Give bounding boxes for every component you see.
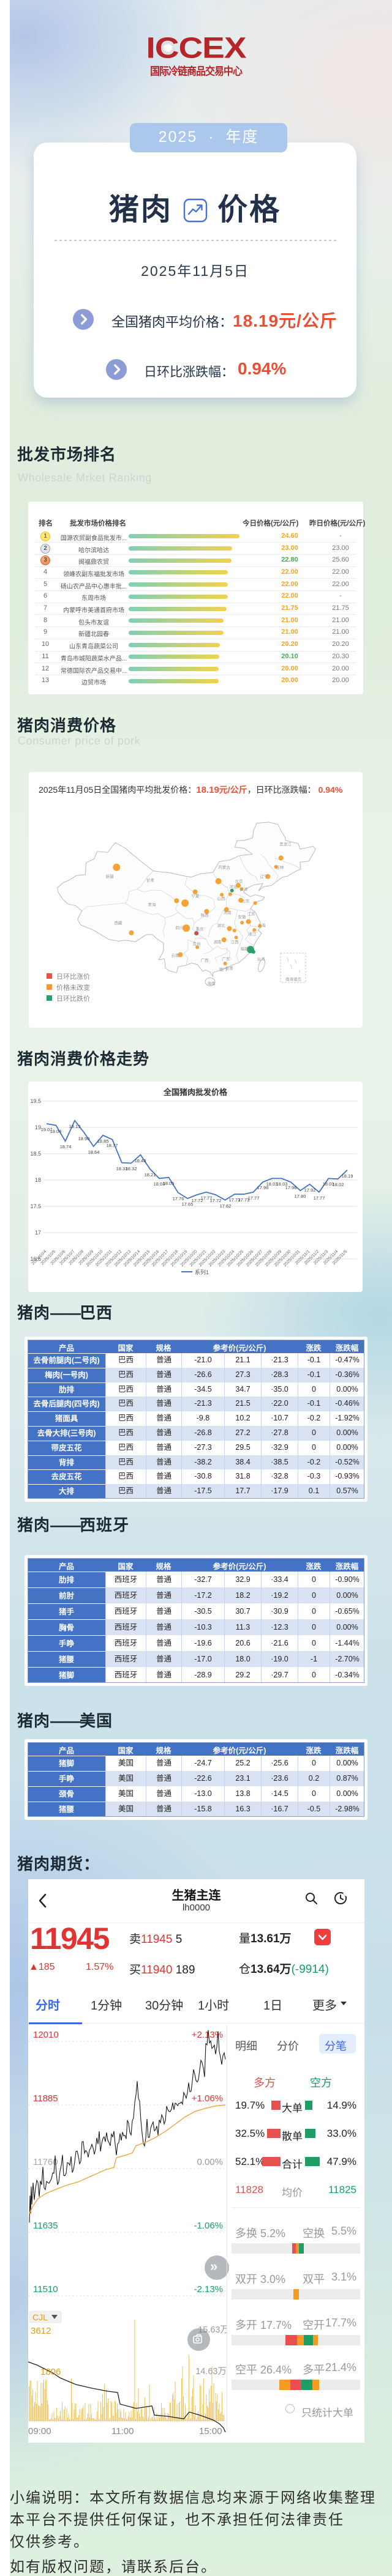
svg-text:广东: 广东 bbox=[222, 956, 231, 962]
svg-text:山东: 山东 bbox=[242, 898, 251, 904]
svg-text:11635: 11635 bbox=[33, 2221, 58, 2231]
svg-text:18.03: 18.03 bbox=[154, 1181, 165, 1187]
svg-text:18.64: 18.64 bbox=[88, 1149, 100, 1155]
svg-text:18.32: 18.32 bbox=[126, 1166, 137, 1171]
svg-text:18.85: 18.85 bbox=[97, 1138, 109, 1144]
svg-text:17.72: 17.72 bbox=[192, 1198, 203, 1203]
svg-text:17.73: 17.73 bbox=[229, 1197, 241, 1203]
svg-text:17.76: 17.76 bbox=[173, 1196, 184, 1201]
svg-text:重庆: 重庆 bbox=[196, 926, 205, 932]
svg-text:吉林: 吉林 bbox=[276, 864, 285, 870]
svg-text:广西: 广西 bbox=[201, 957, 209, 963]
svg-text:系列1: 系列1 bbox=[195, 1269, 209, 1275]
svg-text:甘肃: 甘肃 bbox=[146, 877, 155, 883]
svg-text:河北: 河北 bbox=[230, 885, 238, 889]
svg-text:18.19: 18.19 bbox=[342, 1173, 353, 1179]
svg-text:18.21: 18.21 bbox=[145, 1172, 156, 1178]
svg-text:09:00: 09:00 bbox=[28, 2426, 51, 2437]
svg-text:内蒙古: 内蒙古 bbox=[218, 864, 230, 870]
svg-text:17.77: 17.77 bbox=[314, 1195, 325, 1201]
svg-text:CJL: CJL bbox=[32, 2312, 48, 2322]
svg-text:18.33: 18.33 bbox=[116, 1166, 128, 1171]
svg-text:17.5: 17.5 bbox=[30, 1203, 41, 1209]
svg-text:北京: 北京 bbox=[235, 878, 244, 884]
svg-text:3612: 3612 bbox=[31, 2326, 51, 2336]
svg-text:19: 19 bbox=[35, 1124, 41, 1130]
svg-text:陕西: 陕西 bbox=[201, 912, 209, 918]
svg-text:18.02: 18.02 bbox=[333, 1182, 344, 1187]
svg-text:18.48: 18.48 bbox=[135, 1158, 146, 1164]
svg-text:黑龙江: 黑龙江 bbox=[279, 841, 292, 847]
svg-text:南海诸岛: 南海诸岛 bbox=[285, 976, 301, 982]
svg-text:17.65: 17.65 bbox=[182, 1201, 194, 1207]
svg-text:四川: 四川 bbox=[176, 926, 184, 930]
svg-text:+1.06%: +1.06% bbox=[192, 2093, 223, 2104]
svg-text:15:00: 15:00 bbox=[199, 2426, 222, 2437]
svg-text:11760: 11760 bbox=[33, 2157, 58, 2167]
svg-text:18.77: 18.77 bbox=[107, 1143, 118, 1148]
svg-text:云南: 云南 bbox=[172, 952, 180, 958]
svg-text:天津: 天津 bbox=[240, 887, 249, 892]
svg-text:湖南: 湖南 bbox=[214, 939, 222, 945]
svg-text:+2.13%: +2.13% bbox=[192, 2030, 223, 2040]
svg-text:17.96: 17.96 bbox=[257, 1185, 269, 1190]
svg-text:18.05: 18.05 bbox=[163, 1181, 175, 1186]
svg-text:12010: 12010 bbox=[33, 2030, 59, 2040]
svg-text:19.04: 19.04 bbox=[50, 1129, 62, 1134]
svg-text:1806: 1806 bbox=[40, 2367, 61, 2377]
svg-text:11885: 11885 bbox=[33, 2093, 58, 2104]
svg-text:17.92: 17.92 bbox=[304, 1187, 316, 1193]
svg-text:17.96: 17.96 bbox=[285, 1185, 297, 1190]
svg-text:18.90: 18.90 bbox=[78, 1136, 90, 1141]
svg-text:-1.06%: -1.06% bbox=[194, 2221, 223, 2231]
svg-text:浙江: 浙江 bbox=[249, 931, 257, 937]
svg-text:澳门: 澳门 bbox=[219, 967, 227, 972]
svg-text:山西: 山西 bbox=[217, 896, 226, 901]
svg-text:18.74: 18.74 bbox=[60, 1144, 72, 1149]
svg-text:17: 17 bbox=[35, 1230, 41, 1236]
svg-text:湖北: 湖北 bbox=[217, 922, 226, 928]
svg-text:14.63万: 14.63万 bbox=[195, 2367, 227, 2377]
svg-text:18.5: 18.5 bbox=[30, 1151, 41, 1157]
svg-text:江苏: 江苏 bbox=[247, 911, 256, 916]
svg-text:江西: 江西 bbox=[231, 940, 239, 945]
svg-text:海南: 海南 bbox=[208, 981, 216, 986]
svg-text:福建: 福建 bbox=[241, 946, 249, 951]
svg-text:青海: 青海 bbox=[148, 902, 157, 907]
svg-text:17.73: 17.73 bbox=[238, 1197, 250, 1203]
svg-text:17.77: 17.77 bbox=[201, 1195, 213, 1201]
svg-text:香港: 香港 bbox=[225, 965, 234, 971]
svg-text:0.00%: 0.00% bbox=[197, 2157, 223, 2167]
svg-text:18.03: 18.03 bbox=[266, 1181, 278, 1187]
svg-text:19.07: 19.07 bbox=[41, 1127, 53, 1132]
svg-text:11:00: 11:00 bbox=[111, 2426, 134, 2437]
svg-text:安徽: 安徽 bbox=[238, 914, 247, 919]
svg-text:17.62: 17.62 bbox=[220, 1203, 232, 1209]
svg-text:宁夏: 宁夏 bbox=[192, 893, 200, 899]
svg-text:-2.13%: -2.13% bbox=[194, 2284, 223, 2295]
svg-text:新疆: 新疆 bbox=[106, 874, 115, 879]
svg-text:11510: 11510 bbox=[33, 2284, 58, 2295]
svg-text:18: 18 bbox=[35, 1177, 41, 1183]
svg-text:19.13: 19.13 bbox=[69, 1124, 81, 1129]
svg-text:19.5: 19.5 bbox=[30, 1098, 41, 1104]
svg-text:辽宁: 辽宁 bbox=[260, 874, 269, 879]
svg-text:18.03: 18.03 bbox=[276, 1181, 288, 1187]
svg-text:18.03: 18.03 bbox=[323, 1181, 334, 1187]
svg-text:17.72: 17.72 bbox=[210, 1198, 222, 1203]
svg-text:贵州: 贵州 bbox=[193, 941, 201, 946]
svg-text:台湾: 台湾 bbox=[257, 956, 266, 962]
svg-text:17.77: 17.77 bbox=[248, 1195, 260, 1201]
svg-text:16.5: 16.5 bbox=[30, 1256, 41, 1262]
svg-text:河南: 河南 bbox=[224, 910, 232, 915]
svg-text:全国猪肉批发价格: 全国猪肉批发价格 bbox=[163, 1088, 228, 1097]
svg-text:17.80: 17.80 bbox=[295, 1193, 306, 1199]
svg-text:西藏: 西藏 bbox=[115, 920, 123, 926]
svg-text:上海: 上海 bbox=[258, 922, 266, 928]
